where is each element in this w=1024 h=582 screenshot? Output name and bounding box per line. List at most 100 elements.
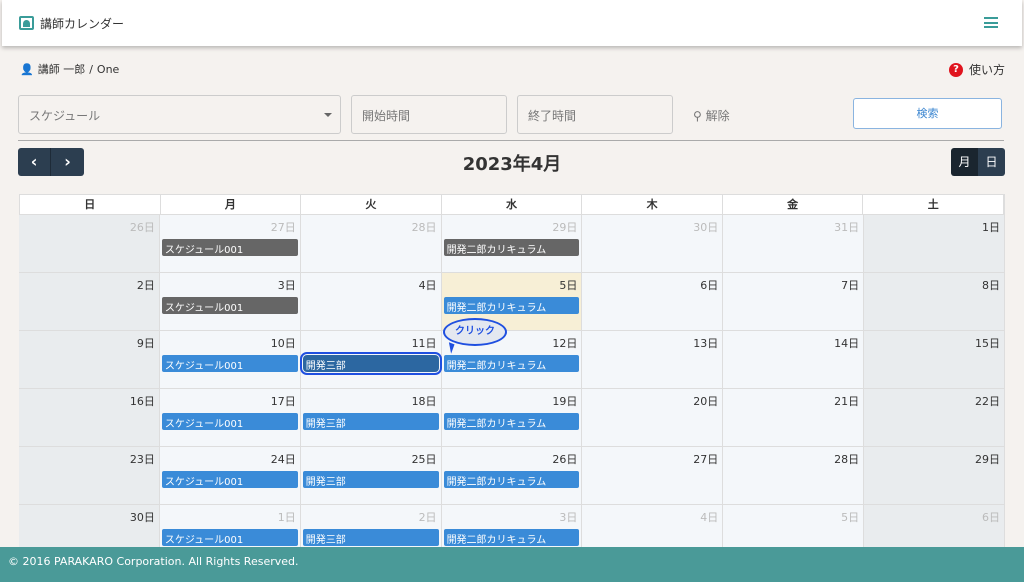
prev-month-button[interactable]: ‹ [18, 148, 51, 176]
day-cell[interactable]: 20日 [582, 389, 724, 447]
day-number: 29日 [975, 453, 1000, 466]
day-cell[interactable]: 24日 スケジュール001 [159, 447, 301, 505]
calendar-event[interactable]: 開発二郎カリキュラム [443, 297, 580, 314]
clear-button[interactable]: ⚲ 解除 [693, 107, 730, 124]
weekday-label: 月 [161, 195, 302, 215]
day-cell[interactable]: 22日 [864, 389, 1005, 447]
day-cell[interactable]: 13日 [582, 331, 724, 389]
day-cell[interactable]: 5日 開発二郎カリキュラム [441, 273, 583, 331]
calendar-event[interactable]: 開発三部 [299, 352, 442, 375]
day-cell[interactable]: 25日 開発三部 [300, 447, 442, 505]
user-name: 講師 一郎 [37, 63, 86, 76]
day-number: 27日 [270, 221, 296, 234]
day-number: 26日 [129, 221, 155, 234]
calendar-event[interactable]: スケジュール001 [161, 297, 298, 314]
day-cell[interactable]: 11日開発三部 [299, 331, 442, 389]
day-number: 14日 [834, 337, 860, 350]
day-number: 26日 [552, 453, 578, 466]
day-number: 21日 [834, 395, 860, 408]
day-cell[interactable]: 28日 [300, 215, 442, 273]
day-cell[interactable]: 8日 [864, 273, 1005, 331]
weekday-label: 金 [723, 195, 864, 215]
day-view-button[interactable]: 日 [978, 148, 1005, 176]
day-number: 11日 [411, 337, 437, 350]
day-number: 28日 [411, 221, 437, 234]
calendar-event[interactable]: スケジュール001 [161, 471, 298, 488]
calendar-event[interactable]: スケジュール001 [161, 529, 298, 546]
day-cell[interactable]: 4日 [300, 273, 442, 331]
start-time-placeholder: 開始時間 [362, 109, 411, 123]
day-cell[interactable]: 27日スケジュール001 [159, 215, 301, 273]
schedule-select[interactable]: スケジュール [18, 95, 341, 134]
day-number: 6日 [700, 279, 719, 292]
click-callout: クリック [443, 318, 507, 346]
day-number: 12日 [552, 337, 578, 350]
day-cell[interactable]: 9日 [19, 331, 160, 389]
day-number: 27日 [693, 453, 719, 466]
day-cell[interactable]: 29日 開発二郎カリキュラム [441, 215, 583, 273]
day-cell[interactable]: 21日 [723, 389, 865, 447]
day-number: 31日 [834, 221, 860, 234]
day-number: 10日 [270, 337, 296, 350]
next-month-button[interactable]: › [51, 148, 84, 176]
calendar-event[interactable]: 開発二郎カリキュラム [443, 529, 580, 546]
start-time-input[interactable]: 開始時間 [351, 95, 507, 134]
calendar-event[interactable]: 開発二郎カリキュラム [443, 471, 580, 488]
day-number: 9日 [136, 337, 155, 350]
day-cell[interactable]: 14日 [723, 331, 865, 389]
divider [18, 140, 1004, 141]
day-number: 20日 [693, 395, 719, 408]
help-label: 使い方 [968, 63, 1005, 77]
calendar-event[interactable]: スケジュール001 [161, 355, 298, 372]
day-number: 19日 [552, 395, 578, 408]
day-cell[interactable]: 28日 [723, 447, 865, 505]
calendar-event[interactable]: 開発三部 [302, 413, 439, 430]
day-cell[interactable]: 18日 開発三部 [300, 389, 442, 447]
view-toggle: 月 日 [951, 148, 1005, 176]
app-title: 講師カレンダー [40, 16, 125, 31]
calendar-event[interactable]: 開発二郎カリキュラム [443, 355, 580, 372]
day-cell[interactable]: 2日 [19, 273, 160, 331]
day-cell[interactable]: 26日開発二郎カリキュラム [441, 447, 583, 505]
day-cell[interactable]: 3日 スケジュール001 [159, 273, 301, 331]
weekday-label: 火 [301, 195, 442, 215]
calendar-event[interactable]: スケジュール001 [161, 239, 298, 256]
day-number: 4日 [418, 279, 437, 292]
calendar-grid: 日月火水木金土 26日 27日 スケジュール001 28日 29日 開発二郎カリキュラム 3… [19, 194, 1005, 563]
schedule-placeholder: スケジュール [29, 109, 101, 123]
day-cell[interactable]: 19日開発二郎カリキュラム [441, 389, 583, 447]
day-cell[interactable]: 23日 [19, 447, 160, 505]
day-cell[interactable]: 31日 [723, 215, 865, 273]
calendar-event[interactable]: 開発二郎カリキュラム [443, 413, 580, 430]
search-button[interactable]: 検索 [853, 98, 1002, 129]
day-cell[interactable]: 16日 [19, 389, 160, 447]
calendar-event[interactable]: 開発二郎カリキュラム [443, 239, 580, 256]
day-cell[interactable]: 7日 [723, 273, 865, 331]
day-cell[interactable]: 27日 [582, 447, 724, 505]
footer: © 2016 PARAKARO Corporation. All Rights … [0, 547, 1024, 582]
teacher-calendar-icon [19, 16, 34, 30]
day-number: 28日 [834, 453, 860, 466]
hamburger-menu-icon[interactable] [984, 17, 998, 28]
month-nav: ‹ › [18, 148, 84, 176]
day-cell[interactable]: 6日 [582, 273, 724, 331]
day-cell[interactable]: 1日 [864, 215, 1005, 273]
calendar-event[interactable]: 開発三部 [302, 471, 439, 488]
day-cell[interactable]: 17日スケジュール001 [159, 389, 301, 447]
day-number: 22日 [975, 395, 1000, 408]
month-view-button[interactable]: 月 [951, 148, 978, 176]
day-cell[interactable]: 30日 [582, 215, 724, 273]
day-number: 17日 [270, 395, 296, 408]
day-number: 2日 [136, 279, 155, 292]
day-number: 6日 [982, 511, 1000, 524]
day-cell[interactable]: 10日スケジュール001 [159, 331, 301, 389]
day-cell[interactable]: 15日 [864, 331, 1005, 389]
day-cell[interactable]: 26日 [19, 215, 160, 273]
calendar-event[interactable]: スケジュール001 [161, 413, 298, 430]
caret-down-icon [324, 113, 332, 117]
end-time-input[interactable]: 終了時間 [517, 95, 673, 134]
weekday-label: 水 [442, 195, 583, 215]
calendar-event[interactable]: 開発三部 [302, 529, 439, 546]
help-link[interactable]: ? 使い方 [948, 61, 1005, 78]
day-cell[interactable]: 29日 [864, 447, 1005, 505]
